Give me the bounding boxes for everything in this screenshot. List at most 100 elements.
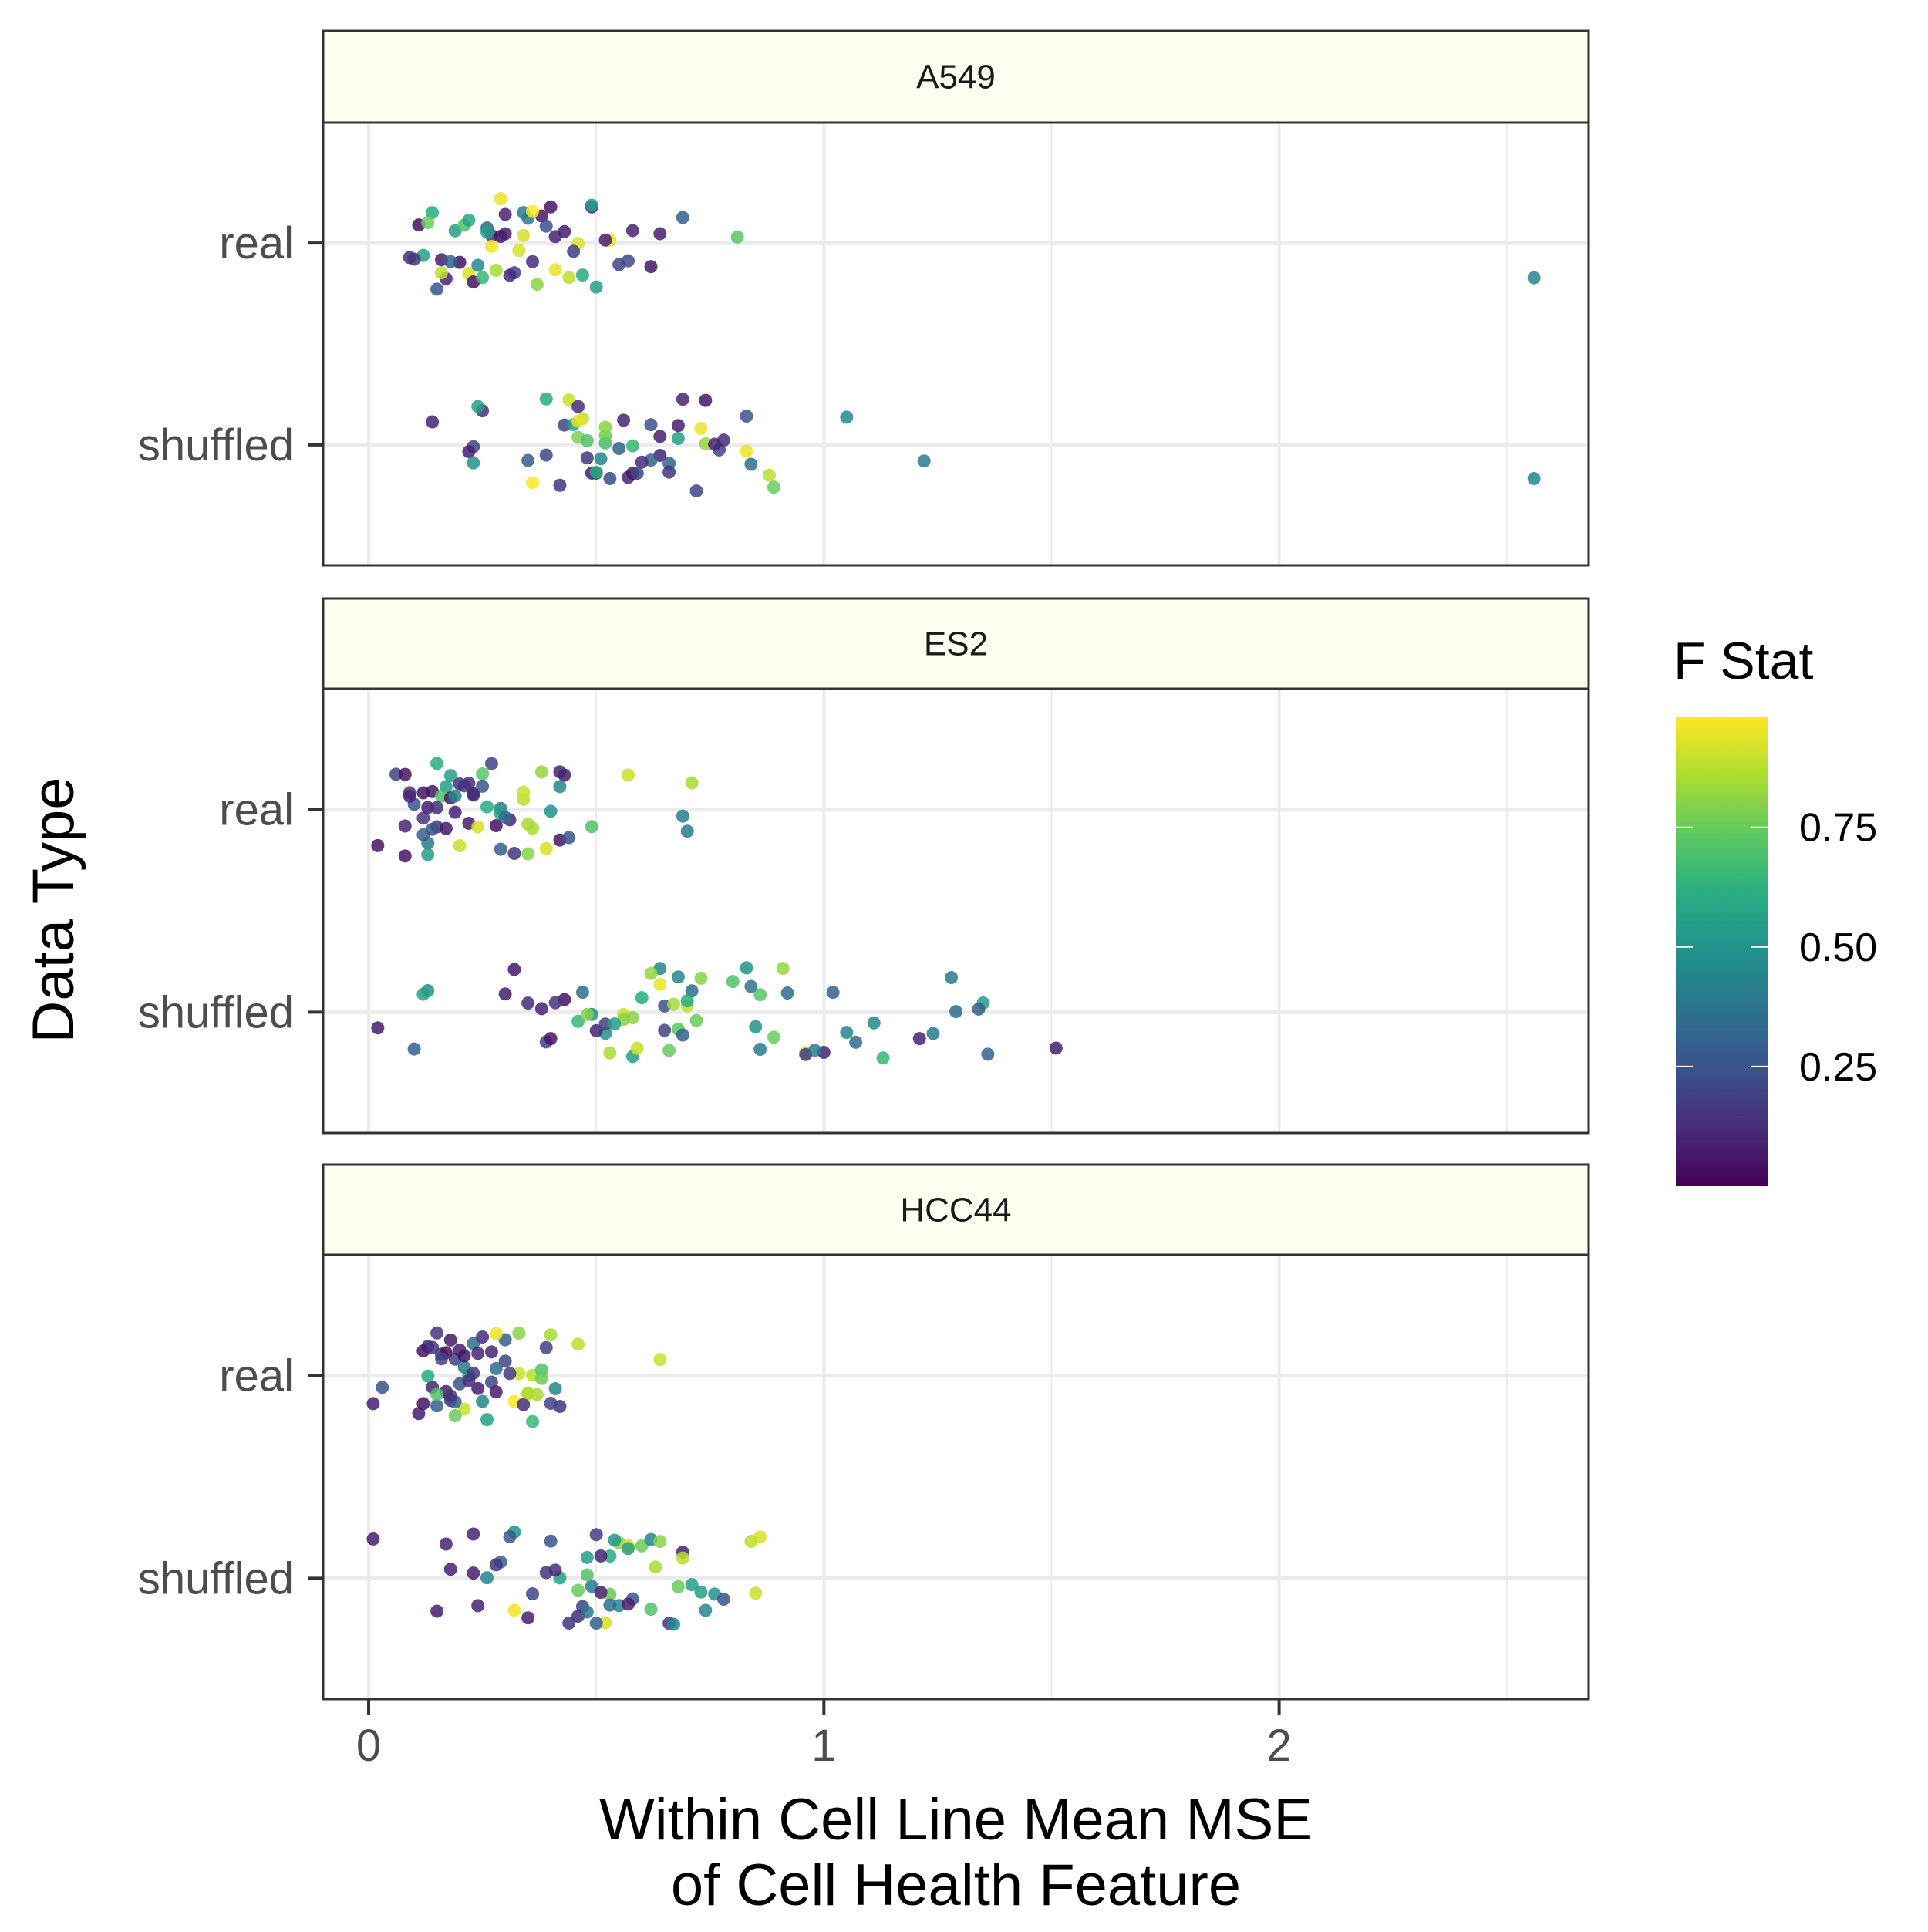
data-point [398,819,412,833]
data-point [426,206,440,220]
legend-tick-label: 0.75 [1799,806,1877,851]
data-point [708,437,722,451]
data-point [749,1586,763,1600]
data-point [580,1605,594,1619]
data-point [972,1002,986,1016]
data-point [612,441,626,455]
legend-tick-label: 0.25 [1799,1045,1877,1090]
data-point [539,1340,553,1354]
data-point [562,831,576,845]
facet-strip [322,597,1590,690]
y-tick-label: real [219,785,294,835]
data-point [571,1583,585,1597]
data-point [658,1023,672,1037]
data-point [603,1598,617,1612]
data-point [484,1375,498,1389]
data-point [589,280,603,294]
data-point [689,1013,703,1027]
data-point [521,1611,535,1625]
data-point [571,400,585,413]
data-point [694,971,708,985]
data-point [489,1361,503,1375]
x-tick-label: 2 [1266,1721,1291,1771]
data-point [498,227,512,241]
data-point [489,1558,503,1572]
data-point [608,1017,622,1031]
data-point [644,966,658,980]
data-point [403,789,416,803]
data-point [753,988,767,1002]
data-point [376,1381,389,1394]
facet-es2: ES2 real shuffled [138,597,1590,1135]
data-point [580,451,594,465]
data-point [526,1414,540,1428]
data-point [462,445,476,459]
data-point [398,767,412,781]
data-point [484,757,498,770]
data-point [526,255,540,268]
data-point [507,963,521,976]
data-point [534,765,548,779]
data-point [498,1354,512,1368]
data-point [430,282,444,296]
data-point [426,1340,440,1354]
data-point [671,1580,685,1593]
facet-hcc44: HCC44 real shuffled [138,1163,1590,1701]
panel-border [322,1253,1590,1701]
data-point [416,786,430,800]
data-point [517,228,531,242]
data-point [498,207,512,221]
data-point [685,984,699,998]
data-point [471,400,485,413]
data-point [371,1021,385,1035]
data-point [945,971,959,985]
data-point [521,847,535,861]
data-point [489,1385,503,1399]
data-point [653,1353,667,1367]
panel-border [322,687,1590,1135]
panel-background [323,689,1589,1133]
data-point [553,765,567,779]
data-point [480,225,494,239]
data-point [507,846,521,860]
data-point [366,1397,380,1411]
data-point [716,1593,730,1607]
data-point [412,1407,426,1421]
data-point [443,1333,457,1347]
data-point [526,476,540,490]
data-point [526,821,540,835]
data-point [489,264,503,278]
data-point [389,767,403,781]
data-point [617,413,631,427]
x-axis-title-line-1: Within Cell Line Mean MSE [599,1787,1313,1853]
data-point [498,987,512,1001]
data-point [594,1549,608,1563]
data-point [667,1617,681,1631]
data-point [544,1397,558,1411]
facet-strip-label: HCC44 [900,1192,1011,1229]
data-point [589,1617,603,1630]
data-point [443,769,457,783]
data-point [430,1326,444,1340]
y-tick-label: real [219,1351,294,1401]
data-point [575,268,589,282]
data-point [526,204,540,218]
data-point [653,977,667,991]
data-point [539,219,553,233]
data-point [694,1585,708,1599]
data-point [580,1007,594,1021]
data-point [662,1044,676,1057]
y-tick-label: shuffled [138,420,294,470]
data-point [467,788,480,802]
data-point [544,1032,558,1046]
data-point [689,484,703,498]
data-point [471,1599,485,1613]
data-point [776,962,790,976]
x-axis-title-line-2: of Cell Health Feature [671,1853,1241,1918]
data-point [676,211,689,224]
data-point [539,448,553,462]
data-point [744,1535,758,1549]
data-point [589,1023,603,1037]
